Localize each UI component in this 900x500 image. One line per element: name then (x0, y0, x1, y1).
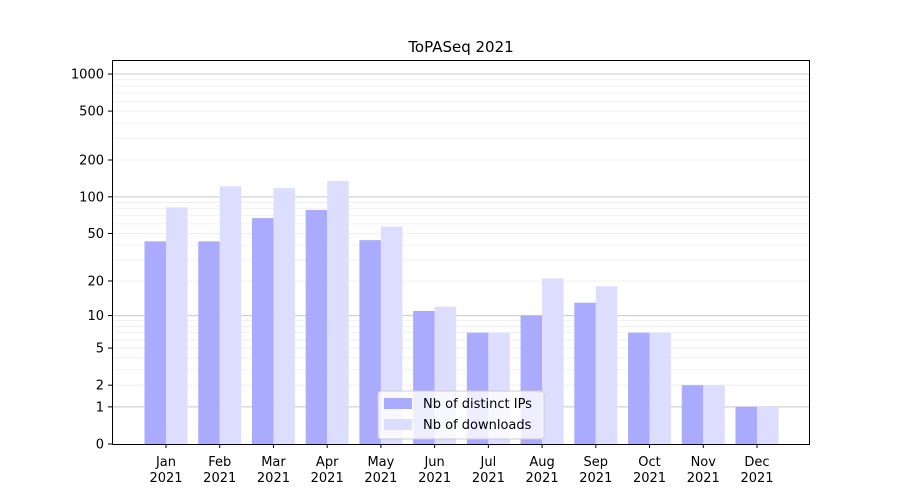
bar-distinct-ips (574, 302, 596, 444)
x-tick-label-year: 2021 (526, 471, 559, 486)
x-tick-label-year: 2021 (149, 471, 182, 486)
bar-distinct-ips (198, 241, 220, 444)
bar-distinct-ips (359, 240, 381, 444)
y-tick-label: 0 (96, 438, 104, 453)
x-tick-label-year: 2021 (740, 471, 773, 486)
y-tick-label: 10 (87, 309, 104, 324)
bar-downloads (380, 226, 403, 444)
x-tick-label-month: Mar (261, 455, 286, 470)
x-tick-label-year: 2021 (364, 471, 397, 486)
legend-label-ips: Nb of distinct IPs (423, 397, 532, 412)
x-tick-label-month: Feb (208, 455, 231, 470)
plot-area-frame (112, 60, 810, 445)
x-tick-label-month: Aug (529, 455, 554, 470)
bar-distinct-ips (628, 332, 650, 444)
y-tick-label: 1 (96, 400, 104, 415)
bar-distinct-ips (251, 218, 274, 444)
bar-downloads (219, 186, 242, 444)
bar-downloads (542, 278, 564, 444)
chart-title: ToPASeq 2021 (407, 38, 513, 56)
x-tick-label-month: Jan (155, 455, 176, 470)
y-tick-label: 5 (96, 342, 104, 357)
x-tick-label-month: Jun (423, 455, 444, 470)
x-tick-label-month: Dec (744, 455, 769, 470)
y-axis: 0 1 2 5 10 20 50 100 200 500 1000 (71, 68, 112, 453)
bar-downloads (166, 207, 188, 444)
x-tick-label-month: Nov (691, 455, 717, 470)
x-tick-label-year: 2021 (472, 471, 505, 486)
bar-distinct-ips (681, 385, 704, 444)
x-tick-label-year: 2021 (311, 471, 344, 486)
y-tick-label: 500 (79, 105, 104, 120)
x-tick-label-month: Apr (316, 455, 339, 470)
x-tick-label-year: 2021 (579, 471, 612, 486)
x-tick-label-year: 2021 (418, 471, 451, 486)
bar-downloads (649, 332, 672, 444)
y-tick-label: 2 (96, 379, 104, 394)
y-tick-label: 100 (79, 190, 104, 205)
x-tick-label-month: Jul (480, 455, 497, 470)
bar-downloads (703, 385, 725, 444)
bar-distinct-ips (305, 210, 328, 444)
bars (144, 180, 779, 444)
legend-label-downloads: Nb of downloads (423, 418, 532, 433)
y-tick-label: 20 (87, 274, 104, 289)
legend-swatch-ips (384, 398, 412, 409)
y-tick-label: 50 (87, 227, 104, 242)
bar-distinct-ips (735, 406, 757, 444)
x-tick-label-month: Sep (584, 455, 609, 470)
x-tick-label-year: 2021 (633, 471, 666, 486)
bar-downloads (327, 180, 349, 444)
y-tick-label: 1000 (71, 68, 104, 83)
x-tick-label-month: May (367, 455, 394, 470)
bar-downloads (595, 286, 618, 444)
legend-box (377, 390, 545, 440)
x-axis: Jan2021Feb2021Mar2021Apr2021May2021Jun20… (149, 444, 774, 486)
y-tick-label: 200 (79, 154, 104, 169)
x-tick-label-year: 2021 (203, 471, 236, 486)
legend-swatch-downloads (384, 419, 412, 430)
bar-downloads (273, 188, 295, 444)
legend: Nb of distinct IPs Nb of downloads (377, 390, 545, 440)
x-tick-label-year: 2021 (687, 471, 720, 486)
bar-downloads (757, 406, 779, 444)
bar-distinct-ips (144, 241, 166, 444)
x-tick-label-year: 2021 (257, 471, 290, 486)
x-tick-label-month: Oct (638, 455, 660, 470)
